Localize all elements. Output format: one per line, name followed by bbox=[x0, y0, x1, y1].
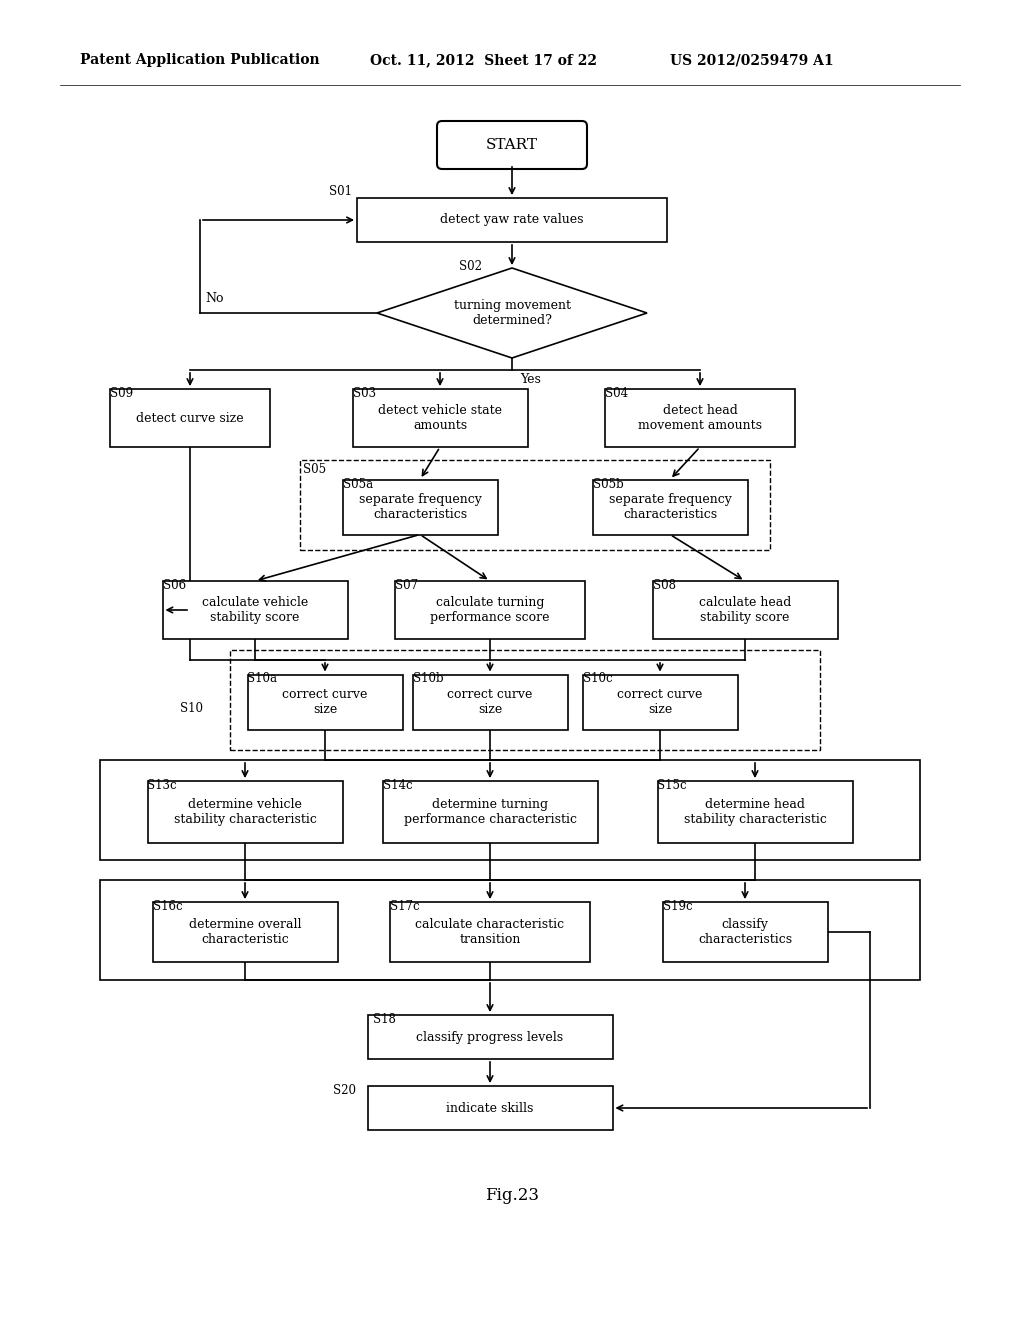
Text: S10b: S10b bbox=[413, 672, 443, 685]
Text: determine head
stability characteristic: determine head stability characteristic bbox=[684, 799, 826, 826]
FancyBboxPatch shape bbox=[605, 389, 795, 447]
Text: Oct. 11, 2012  Sheet 17 of 22: Oct. 11, 2012 Sheet 17 of 22 bbox=[370, 53, 597, 67]
Text: correct curve
size: correct curve size bbox=[447, 688, 532, 715]
Text: determine overall
characteristic: determine overall characteristic bbox=[188, 917, 301, 946]
FancyBboxPatch shape bbox=[357, 198, 667, 242]
Text: START: START bbox=[486, 139, 538, 152]
FancyBboxPatch shape bbox=[390, 902, 590, 962]
Text: S13c: S13c bbox=[147, 779, 177, 792]
FancyBboxPatch shape bbox=[368, 1086, 612, 1130]
Text: US 2012/0259479 A1: US 2012/0259479 A1 bbox=[670, 53, 834, 67]
Text: S15c: S15c bbox=[657, 779, 687, 792]
Text: S04: S04 bbox=[605, 387, 628, 400]
Text: S08: S08 bbox=[652, 579, 676, 591]
FancyBboxPatch shape bbox=[657, 781, 853, 843]
Text: S05: S05 bbox=[303, 463, 326, 477]
Text: determine vehicle
stability characteristic: determine vehicle stability characterist… bbox=[173, 799, 316, 826]
FancyBboxPatch shape bbox=[395, 581, 585, 639]
Text: S09: S09 bbox=[110, 387, 133, 400]
Polygon shape bbox=[377, 268, 647, 358]
FancyBboxPatch shape bbox=[153, 902, 338, 962]
FancyBboxPatch shape bbox=[342, 479, 498, 535]
Text: S14c: S14c bbox=[383, 779, 412, 792]
Text: correct curve
size: correct curve size bbox=[283, 688, 368, 715]
Text: S07: S07 bbox=[395, 579, 418, 591]
Text: No: No bbox=[205, 292, 223, 305]
FancyBboxPatch shape bbox=[110, 389, 270, 447]
Text: S02: S02 bbox=[459, 260, 482, 273]
Text: calculate characteristic
transition: calculate characteristic transition bbox=[416, 917, 564, 946]
Text: S01: S01 bbox=[329, 185, 352, 198]
Text: S20: S20 bbox=[333, 1084, 355, 1097]
Text: calculate turning
performance score: calculate turning performance score bbox=[430, 597, 550, 624]
FancyBboxPatch shape bbox=[368, 1015, 612, 1059]
Text: detect curve size: detect curve size bbox=[136, 412, 244, 425]
FancyBboxPatch shape bbox=[593, 479, 748, 535]
Text: classify progress levels: classify progress levels bbox=[417, 1031, 563, 1044]
Text: S05a: S05a bbox=[342, 478, 373, 491]
Text: S10: S10 bbox=[180, 701, 203, 714]
Text: turning movement
determined?: turning movement determined? bbox=[454, 300, 570, 327]
FancyBboxPatch shape bbox=[652, 581, 838, 639]
Text: calculate vehicle
stability score: calculate vehicle stability score bbox=[202, 597, 308, 624]
FancyBboxPatch shape bbox=[163, 581, 347, 639]
Text: S03: S03 bbox=[352, 387, 376, 400]
Text: S10a: S10a bbox=[248, 672, 278, 685]
Text: detect vehicle state
amounts: detect vehicle state amounts bbox=[378, 404, 502, 432]
Text: indicate skills: indicate skills bbox=[446, 1101, 534, 1114]
Text: detect yaw rate values: detect yaw rate values bbox=[440, 214, 584, 227]
Text: correct curve
size: correct curve size bbox=[617, 688, 702, 715]
Text: Patent Application Publication: Patent Application Publication bbox=[80, 53, 319, 67]
FancyBboxPatch shape bbox=[583, 675, 737, 730]
FancyBboxPatch shape bbox=[413, 675, 567, 730]
Text: Fig.23: Fig.23 bbox=[485, 1187, 539, 1204]
Text: separate frequency
characteristics: separate frequency characteristics bbox=[608, 492, 731, 521]
Text: S19c: S19c bbox=[663, 900, 692, 913]
FancyBboxPatch shape bbox=[352, 389, 527, 447]
FancyBboxPatch shape bbox=[663, 902, 827, 962]
Text: S16c: S16c bbox=[153, 900, 182, 913]
FancyBboxPatch shape bbox=[248, 675, 402, 730]
FancyBboxPatch shape bbox=[383, 781, 597, 843]
FancyBboxPatch shape bbox=[147, 781, 342, 843]
Text: determine turning
performance characteristic: determine turning performance characteri… bbox=[403, 799, 577, 826]
FancyBboxPatch shape bbox=[437, 121, 587, 169]
Text: S18: S18 bbox=[373, 1012, 395, 1026]
Text: Yes: Yes bbox=[520, 374, 541, 385]
Text: separate frequency
characteristics: separate frequency characteristics bbox=[358, 492, 481, 521]
Text: S10c: S10c bbox=[583, 672, 612, 685]
Text: S05b: S05b bbox=[593, 478, 624, 491]
Text: S17c: S17c bbox=[390, 900, 420, 913]
Text: calculate head
stability score: calculate head stability score bbox=[698, 597, 792, 624]
Text: S06: S06 bbox=[163, 579, 185, 591]
Text: detect head
movement amounts: detect head movement amounts bbox=[638, 404, 762, 432]
Text: classify
characteristics: classify characteristics bbox=[698, 917, 792, 946]
